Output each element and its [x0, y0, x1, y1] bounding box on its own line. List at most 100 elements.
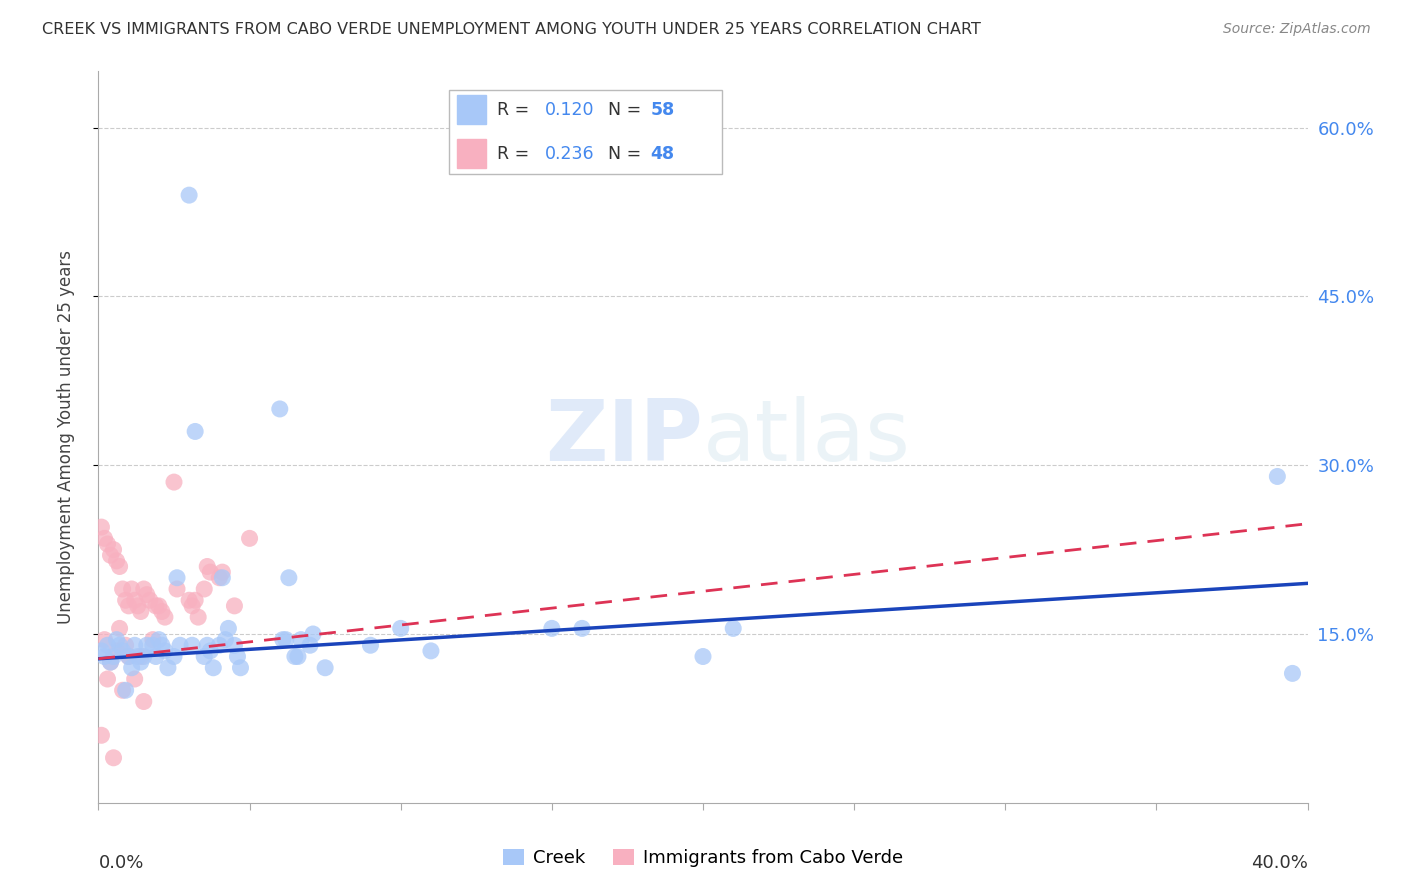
Point	[187, 610, 209, 624]
Point	[100, 548, 122, 562]
Point	[179, 188, 201, 202]
Point	[217, 621, 239, 635]
Point	[184, 593, 207, 607]
Point	[211, 565, 233, 579]
Point	[360, 638, 382, 652]
Point	[195, 638, 218, 652]
Point	[166, 571, 188, 585]
Point	[93, 649, 115, 664]
Point	[90, 644, 112, 658]
Point	[132, 694, 155, 708]
Point	[129, 649, 152, 664]
Point	[93, 632, 115, 647]
Point	[121, 582, 143, 596]
Point	[163, 649, 186, 664]
Point	[208, 638, 231, 652]
Point	[103, 751, 125, 765]
Point	[195, 559, 218, 574]
Point	[150, 638, 173, 652]
Point	[239, 532, 262, 546]
Point	[118, 649, 141, 664]
Point	[111, 582, 134, 596]
Point	[163, 475, 186, 489]
Point	[287, 649, 309, 664]
Point	[96, 672, 118, 686]
Point	[108, 559, 131, 574]
Point	[118, 599, 141, 613]
Point	[100, 655, 122, 669]
Point	[108, 638, 131, 652]
Point	[179, 593, 201, 607]
Point	[111, 644, 134, 658]
Point	[142, 638, 165, 652]
Point	[108, 621, 131, 635]
Point	[224, 599, 246, 613]
Point	[114, 593, 136, 607]
Point	[103, 649, 125, 664]
Point	[169, 638, 191, 652]
Point	[127, 599, 149, 613]
Point	[156, 661, 179, 675]
Point	[420, 644, 443, 658]
Point	[135, 638, 157, 652]
Point	[145, 599, 167, 613]
Point	[211, 571, 233, 585]
Point	[1267, 469, 1289, 483]
Point	[1281, 666, 1303, 681]
Point	[692, 649, 714, 664]
Point	[271, 632, 294, 647]
Point	[208, 571, 231, 585]
Point	[184, 425, 207, 439]
Point	[571, 621, 593, 635]
Point	[96, 638, 118, 652]
Point	[124, 593, 146, 607]
Point	[96, 537, 118, 551]
Point	[114, 638, 136, 652]
Point	[90, 520, 112, 534]
Point	[118, 649, 141, 664]
Point	[135, 588, 157, 602]
Point	[132, 582, 155, 596]
Point	[142, 632, 165, 647]
Point	[139, 593, 162, 607]
Point	[200, 644, 222, 658]
Point	[121, 661, 143, 675]
Text: atlas: atlas	[703, 395, 911, 479]
Text: 0.0%: 0.0%	[98, 854, 143, 872]
Point	[129, 605, 152, 619]
Point	[114, 683, 136, 698]
Point	[90, 728, 112, 742]
Point	[299, 638, 322, 652]
Point	[200, 565, 222, 579]
Point	[193, 582, 215, 596]
Point	[105, 632, 128, 647]
Point	[314, 661, 336, 675]
Point	[105, 644, 128, 658]
Point	[100, 655, 122, 669]
Point	[274, 632, 297, 647]
Point	[224, 638, 246, 652]
Point	[540, 621, 562, 635]
Point	[202, 661, 225, 675]
Point	[284, 649, 307, 664]
Point	[93, 532, 115, 546]
Text: Source: ZipAtlas.com: Source: ZipAtlas.com	[1223, 22, 1371, 37]
Point	[153, 644, 176, 658]
Point	[214, 632, 236, 647]
Point	[302, 627, 325, 641]
Point	[166, 582, 188, 596]
Point	[150, 605, 173, 619]
Point	[389, 621, 412, 635]
Point	[129, 655, 152, 669]
Point	[124, 638, 146, 652]
Text: CREEK VS IMMIGRANTS FROM CABO VERDE UNEMPLOYMENT AMONG YOUTH UNDER 25 YEARS CORR: CREEK VS IMMIGRANTS FROM CABO VERDE UNEM…	[42, 22, 981, 37]
Point	[148, 599, 170, 613]
Point	[145, 649, 167, 664]
Point	[269, 401, 291, 416]
Point	[290, 632, 312, 647]
Point	[181, 638, 204, 652]
Point	[229, 661, 252, 675]
Point	[723, 621, 745, 635]
Y-axis label: Unemployment Among Youth under 25 years: Unemployment Among Youth under 25 years	[56, 250, 75, 624]
Legend: Creek, Immigrants from Cabo Verde: Creek, Immigrants from Cabo Verde	[495, 841, 911, 874]
